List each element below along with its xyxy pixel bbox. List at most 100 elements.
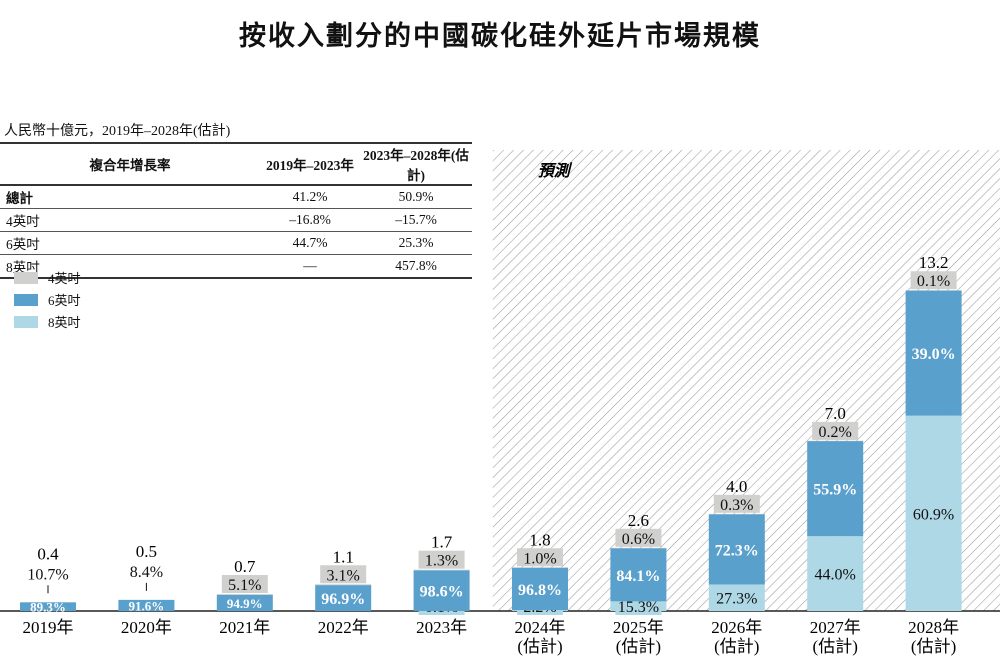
table-cell-a: 44.7% bbox=[292, 235, 328, 250]
label-box-4in bbox=[221, 574, 268, 593]
segment-label-6in: 89.3% bbox=[30, 600, 66, 615]
segment-label-6in: 72.3% bbox=[715, 542, 759, 559]
table-cell-a: — bbox=[303, 258, 317, 273]
segment-label-6in: 91.6% bbox=[129, 598, 165, 613]
x-tick-label: 2022年 bbox=[318, 618, 369, 637]
x-tick-label: 2019年 bbox=[23, 618, 74, 637]
bar-segment-6in bbox=[413, 570, 470, 611]
label-box-8in bbox=[615, 597, 662, 615]
segment-label-4in: 1.3% bbox=[425, 553, 458, 570]
segment-label-4in: 5.1% bbox=[228, 577, 261, 594]
x-tick-label: 2024年 bbox=[515, 618, 566, 637]
x-tick-label: (估計) bbox=[813, 637, 858, 656]
header-cagr: 複合年增長率 bbox=[89, 158, 171, 173]
header-period-2: 2023年–2028年(估計) bbox=[363, 148, 469, 183]
total-label: 0.5 bbox=[136, 542, 157, 561]
label-box-4in bbox=[320, 565, 367, 584]
x-tick-label: (估計) bbox=[714, 637, 759, 656]
bar-segment-8in bbox=[807, 536, 864, 611]
total-label: 7.0 bbox=[825, 404, 846, 423]
legend-item-8in: 8英吋 bbox=[14, 312, 81, 331]
bar-segment-6in bbox=[905, 290, 962, 416]
cagr-table: 複合年增長率 2019年–2023年 2023年–2028年(估計) 總計 41.… bbox=[0, 142, 472, 279]
bar-segment-8in bbox=[905, 415, 962, 611]
bar-segment-6in bbox=[216, 594, 273, 611]
total-label: 1.1 bbox=[333, 547, 354, 566]
legend-label-4in: 4英吋 bbox=[48, 271, 81, 286]
total-label: 1.7 bbox=[431, 533, 453, 552]
x-tick-label: 2026年 bbox=[711, 618, 762, 637]
table-cell-a: –16.8% bbox=[289, 212, 331, 227]
x-tick-label: 2020年 bbox=[121, 618, 172, 637]
table-cell-b: 25.3% bbox=[398, 235, 434, 250]
table-row: 6英吋 44.7% 25.3% bbox=[0, 232, 472, 255]
segment-label-8in: 15.3% bbox=[618, 599, 659, 616]
bar-segment-6in bbox=[512, 567, 568, 611]
chart-title: 按收入劃分的中國碳化硅外延片市場規模 bbox=[239, 21, 761, 51]
segment-label-6in: 55.9% bbox=[813, 482, 857, 499]
table-cell-label: 8英吋 bbox=[6, 260, 40, 275]
segment-label-6in: 94.9% bbox=[227, 596, 263, 611]
legend-item-4in: 4英吋 bbox=[14, 268, 81, 287]
x-tick-label: 2028年 bbox=[908, 618, 959, 637]
segment-label-4in: 0.3% bbox=[720, 497, 753, 514]
x-tick-label: 2025年 bbox=[613, 618, 664, 637]
label-box-4in bbox=[713, 494, 760, 513]
table-row: 8英吋 — 457.8% bbox=[0, 255, 472, 278]
x-tick-label: 2021年 bbox=[219, 618, 270, 637]
segment-label-4in: 1.0% bbox=[523, 550, 556, 567]
total-label: 13.2 bbox=[919, 253, 949, 272]
table-cell-b: –15.7% bbox=[395, 212, 437, 227]
bar-segment-6in bbox=[610, 548, 667, 602]
forecast-label: 預測 bbox=[538, 162, 573, 180]
x-tick-label: 2023年 bbox=[416, 618, 467, 637]
x-tick-label: (估計) bbox=[911, 637, 956, 656]
segment-label-4in: 0.1% bbox=[917, 273, 950, 290]
table-cell-a: 41.2% bbox=[292, 189, 328, 204]
table-cell-label: 總計 bbox=[6, 191, 33, 206]
table-cell-label: 6英吋 bbox=[6, 237, 40, 252]
table-row: 總計 41.2% 50.9% bbox=[0, 185, 472, 209]
segment-label-4in: 10.7% bbox=[27, 566, 68, 583]
legend-label-6in: 6英吋 bbox=[48, 293, 81, 308]
label-box-4in bbox=[615, 528, 662, 547]
table-cell-label: 4英吋 bbox=[6, 214, 40, 229]
bar-segment-6in bbox=[20, 602, 76, 611]
legend-swatch-6in bbox=[14, 293, 38, 306]
segment-label-8in: 44.0% bbox=[815, 567, 856, 584]
segment-label-8in: 60.9% bbox=[913, 506, 954, 523]
bar-segment-6in bbox=[708, 514, 765, 585]
table-cell-b: 457.8% bbox=[395, 258, 437, 273]
header-period-1: 2019年–2023年 bbox=[266, 158, 354, 173]
label-box-4in bbox=[812, 421, 859, 440]
unit-note: 人民幣十億元，2019年–2028年(估計) bbox=[4, 124, 231, 139]
x-tick-label: (估計) bbox=[517, 637, 562, 656]
bar-segment-4in bbox=[216, 593, 273, 595]
label-box-4in bbox=[910, 271, 957, 290]
total-label: 2.6 bbox=[628, 511, 649, 530]
segment-label-6in: 84.1% bbox=[616, 568, 660, 585]
label-box-4in bbox=[517, 548, 563, 567]
legend-swatch-4in bbox=[14, 271, 38, 284]
table-cell-b: 50.9% bbox=[398, 189, 434, 204]
segment-label-4in: 0.6% bbox=[622, 531, 655, 548]
legend-swatch-8in bbox=[14, 315, 38, 328]
segment-label-6in: 96.8% bbox=[518, 582, 562, 599]
bar-segment-4in bbox=[413, 569, 470, 571]
bar-segment-4in bbox=[315, 584, 372, 586]
bar-segment-6in bbox=[315, 585, 372, 611]
segment-label-6in: 98.6% bbox=[420, 584, 464, 601]
bar-segment-6in bbox=[807, 441, 864, 537]
x-tick-label: 2027年 bbox=[810, 618, 861, 637]
segment-label-4in: 8.4% bbox=[130, 564, 163, 581]
total-label: 4.0 bbox=[726, 477, 747, 496]
segment-label-4in: 0.2% bbox=[819, 424, 852, 441]
segment-label-6in: 39.0% bbox=[912, 346, 956, 363]
x-tick-label: (估計) bbox=[616, 637, 661, 656]
table-row: 4英吋 –16.8% –15.7% bbox=[0, 209, 472, 232]
total-label: 0.4 bbox=[37, 544, 59, 563]
table-header-row: 複合年增長率 2019年–2023年 2023年–2028年(估計) bbox=[0, 143, 472, 185]
total-label: 1.8 bbox=[529, 530, 550, 549]
segment-label-6in: 96.9% bbox=[321, 591, 365, 608]
